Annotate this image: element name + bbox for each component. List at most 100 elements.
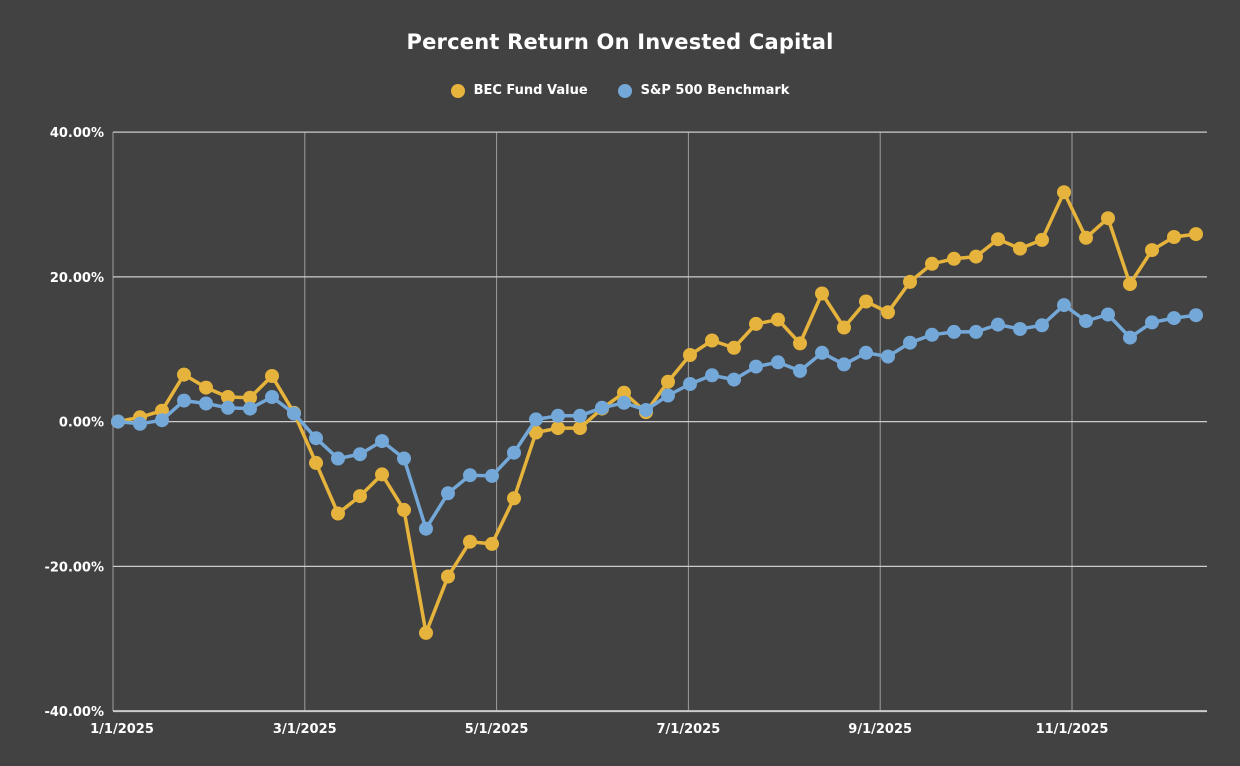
data-point-bec-fund-value	[1101, 211, 1115, 226]
data-point-bec-fund-value	[793, 336, 807, 351]
data-point-bec-fund-value	[661, 374, 675, 389]
data-point-bec-fund-value	[815, 286, 829, 301]
data-point-s-p-500-benchmark	[199, 396, 213, 411]
x-tick-label: 9/1/2025	[848, 722, 912, 737]
data-point-bec-fund-value	[463, 534, 477, 549]
data-point-s-p-500-benchmark	[177, 393, 191, 408]
data-point-s-p-500-benchmark	[837, 357, 851, 372]
data-point-bec-fund-value	[991, 232, 1005, 247]
x-tick-label: 1/1/2025	[90, 722, 154, 737]
x-tick-label: 5/1/2025	[465, 722, 529, 737]
data-point-bec-fund-value	[771, 312, 785, 327]
data-point-s-p-500-benchmark	[1145, 315, 1159, 330]
data-point-s-p-500-benchmark	[881, 349, 895, 364]
series-s-p-500-benchmark	[111, 298, 1203, 536]
data-point-s-p-500-benchmark	[133, 416, 147, 431]
series-bec-fund-value	[111, 185, 1203, 640]
data-point-s-p-500-benchmark	[727, 372, 741, 387]
data-point-bec-fund-value	[683, 348, 697, 362]
legend-label-bec: BEC Fund Value	[473, 83, 588, 98]
data-point-bec-fund-value	[507, 491, 521, 506]
data-point-s-p-500-benchmark	[111, 414, 125, 429]
data-point-s-p-500-benchmark	[287, 406, 301, 421]
data-point-bec-fund-value	[243, 390, 257, 405]
y-tick-label: -40.00%	[44, 705, 104, 720]
data-point-bec-fund-value	[331, 506, 345, 521]
data-point-bec-fund-value	[1167, 230, 1181, 244]
x-tick-label: 7/1/2025	[657, 722, 721, 737]
data-point-bec-fund-value	[1079, 230, 1093, 245]
data-point-bec-fund-value	[397, 502, 411, 517]
x-gridlines-and-ticks: 1/1/2025 3/1/2025 5/1/2025 7/1/2025 9/1/2025…	[90, 132, 1108, 737]
data-point-bec-fund-value	[1035, 232, 1049, 247]
data-point-s-p-500-benchmark	[947, 324, 961, 339]
x-tick-label: 3/1/2025	[273, 722, 337, 737]
data-point-s-p-500-benchmark	[969, 324, 983, 339]
data-point-s-p-500-benchmark	[925, 327, 939, 342]
data-point-s-p-500-benchmark	[375, 434, 389, 449]
y-tick-label: -20.00%	[44, 560, 104, 575]
data-point-bec-fund-value	[727, 340, 741, 355]
y-tick-label: 40.00%	[50, 126, 104, 141]
data-point-bec-fund-value	[177, 367, 191, 382]
data-point-s-p-500-benchmark	[485, 468, 499, 483]
data-point-bec-fund-value	[529, 425, 543, 440]
data-point-bec-fund-value	[353, 489, 367, 504]
data-point-s-p-500-benchmark	[155, 413, 169, 428]
data-point-bec-fund-value	[881, 305, 895, 320]
data-point-s-p-500-benchmark	[1123, 330, 1137, 345]
data-point-bec-fund-value	[859, 294, 873, 309]
data-point-s-p-500-benchmark	[551, 408, 565, 423]
data-point-bec-fund-value	[1123, 277, 1137, 292]
data-point-s-p-500-benchmark	[573, 408, 587, 423]
data-point-s-p-500-benchmark	[1167, 311, 1181, 326]
data-point-bec-fund-value	[485, 536, 499, 551]
data-point-bec-fund-value	[419, 625, 433, 640]
legend-item-bec-fund-value: BEC Fund Value	[450, 83, 588, 98]
legend-item-sp500-benchmark: S&P 500 Benchmark	[617, 83, 790, 98]
data-point-bec-fund-value	[925, 256, 939, 271]
data-point-s-p-500-benchmark	[661, 388, 675, 403]
data-point-s-p-500-benchmark	[265, 390, 279, 404]
data-point-bec-fund-value	[1145, 243, 1159, 258]
x-tick-label: 11/1/2025	[1036, 722, 1109, 737]
y-tick-label: 20.00%	[50, 271, 104, 286]
data-point-s-p-500-benchmark	[771, 355, 785, 370]
data-point-s-p-500-benchmark	[1035, 318, 1049, 333]
y-gridlines-and-ticks: 40.00% 20.00% 0.00% -20.00% -40.00%	[44, 126, 1207, 720]
y-tick-label: 0.00%	[59, 416, 104, 431]
data-point-bec-fund-value	[705, 333, 719, 348]
data-point-s-p-500-benchmark	[331, 451, 345, 466]
data-point-s-p-500-benchmark	[309, 431, 323, 446]
data-point-bec-fund-value	[375, 467, 389, 482]
data-point-bec-fund-value	[1013, 241, 1027, 256]
data-point-bec-fund-value	[617, 385, 631, 400]
data-point-s-p-500-benchmark	[991, 317, 1005, 332]
data-point-s-p-500-benchmark	[903, 335, 917, 350]
data-point-s-p-500-benchmark	[353, 447, 367, 462]
legend: BEC Fund Value S&P 500 Benchmark	[0, 83, 1240, 98]
data-point-s-p-500-benchmark	[397, 451, 411, 466]
data-point-s-p-500-benchmark	[441, 486, 455, 501]
data-point-s-p-500-benchmark	[683, 377, 697, 391]
data-point-s-p-500-benchmark	[617, 395, 631, 410]
data-point-bec-fund-value	[221, 390, 235, 404]
data-point-s-p-500-benchmark	[705, 368, 719, 383]
data-point-s-p-500-benchmark	[1189, 308, 1203, 323]
legend-label-sp500: S&P 500 Benchmark	[640, 83, 790, 98]
data-point-bec-fund-value	[441, 569, 455, 584]
data-point-s-p-500-benchmark	[419, 521, 433, 536]
data-point-bec-fund-value	[551, 421, 565, 436]
data-point-bec-fund-value	[199, 380, 213, 395]
data-point-bec-fund-value	[903, 274, 917, 289]
data-point-s-p-500-benchmark	[815, 345, 829, 360]
data-point-bec-fund-value	[947, 251, 961, 266]
data-point-bec-fund-value	[749, 316, 763, 331]
data-point-s-p-500-benchmark	[859, 345, 873, 360]
data-point-s-p-500-benchmark	[1013, 322, 1027, 336]
data-point-s-p-500-benchmark	[243, 401, 257, 416]
data-point-s-p-500-benchmark	[1057, 298, 1071, 313]
data-point-s-p-500-benchmark	[507, 445, 521, 460]
